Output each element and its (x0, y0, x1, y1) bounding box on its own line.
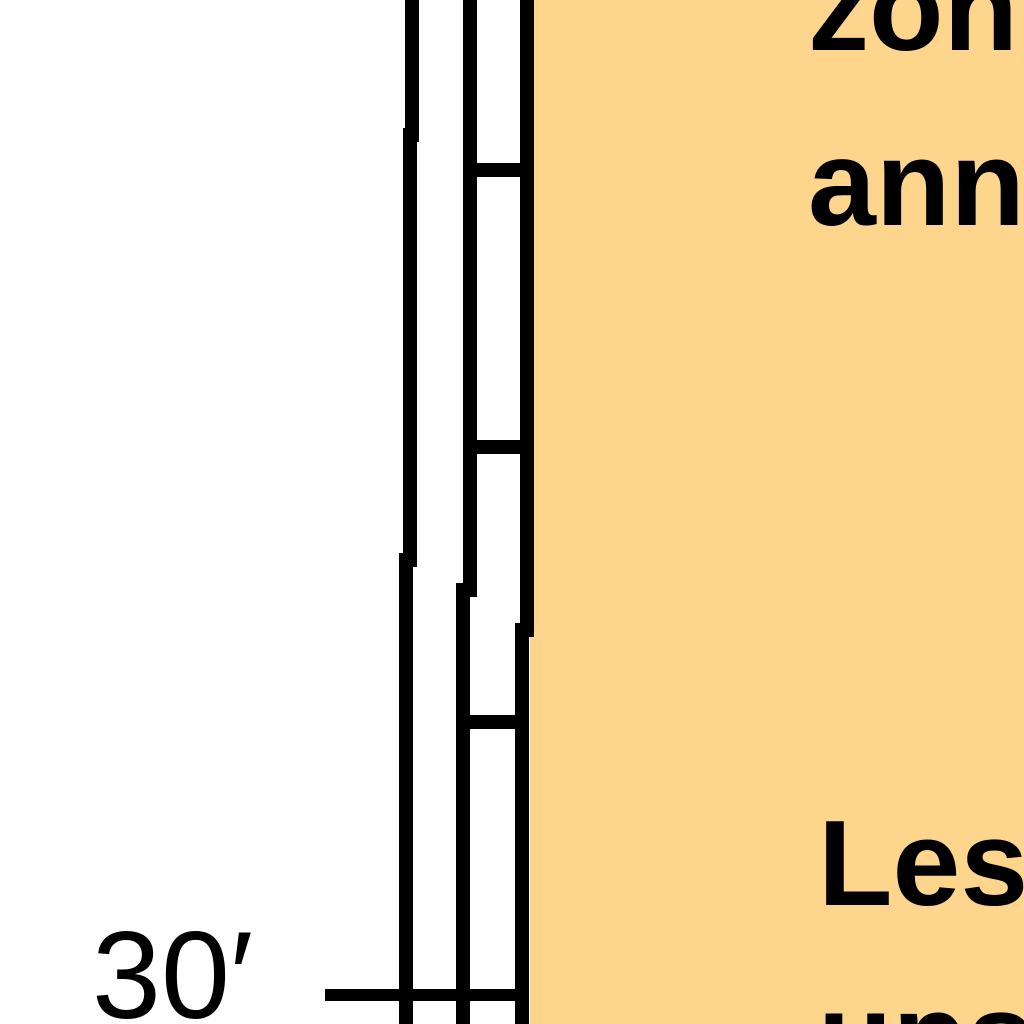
middle-line (456, 0, 477, 1024)
label-text: ann (808, 115, 1024, 251)
outer-line (399, 0, 419, 1024)
inner-line (515, 0, 534, 1024)
label-text: zon (808, 0, 1018, 76)
shaded-zone (530, 0, 1024, 1024)
wall-structure (399, 0, 534, 1024)
label-text: Les (818, 795, 1024, 931)
dimension-label: 30′ (92, 907, 253, 1024)
label-text: ups (818, 968, 1024, 1024)
